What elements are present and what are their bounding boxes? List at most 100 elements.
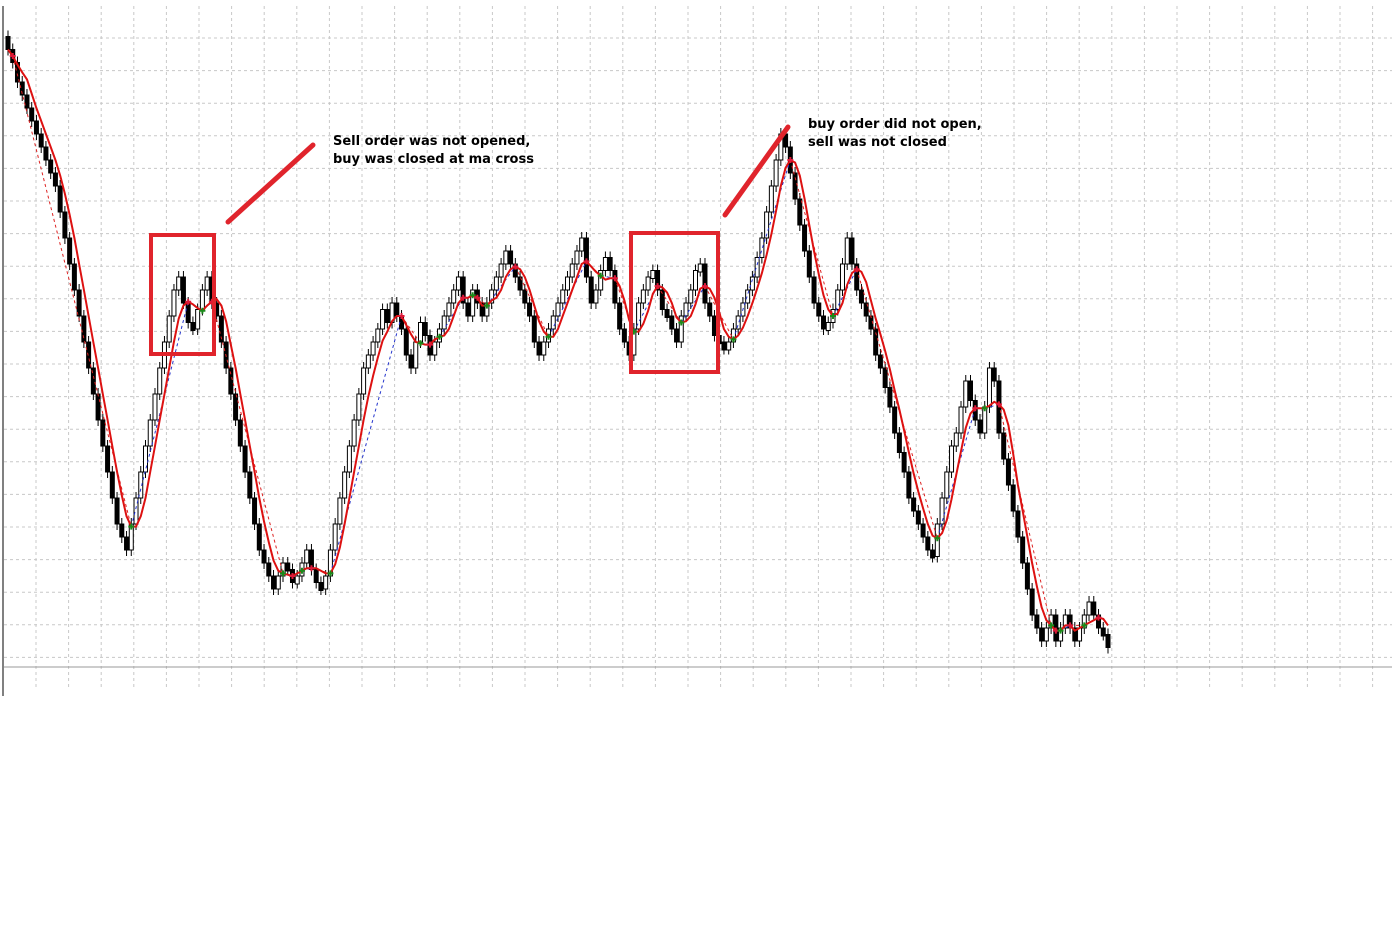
renko-bar-down	[896, 432, 902, 453]
renko-bar-down	[384, 309, 390, 323]
renko-bar-up	[204, 276, 210, 291]
renko-bar-up	[195, 309, 201, 330]
renko-bar-up	[555, 302, 561, 317]
trade-markers	[9, 53, 1102, 634]
trade-link	[439, 297, 464, 338]
buy-marker	[128, 523, 135, 530]
renko-bar-down	[242, 445, 248, 473]
renko-bar-up	[759, 237, 765, 258]
renko-bar-up	[569, 263, 575, 278]
renko-bar-up	[645, 276, 651, 291]
renko-bar-up	[337, 497, 343, 525]
trade-link	[657, 285, 682, 323]
renko-bar-up	[413, 341, 419, 369]
annotation-note-2: buy order did not open, sell was not clo…	[808, 116, 982, 152]
buy-marker	[327, 570, 334, 577]
renko-bar-down	[1039, 627, 1045, 642]
renko-bar-up	[650, 270, 656, 279]
renko-bar-up	[342, 471, 348, 499]
renko-bar-down	[617, 302, 623, 330]
renko-bar-down	[873, 328, 879, 356]
renko-bar-up	[754, 257, 760, 278]
sell-marker	[9, 53, 16, 59]
renko-bar-up	[166, 315, 172, 343]
renko-bar-down	[612, 270, 618, 304]
renko-bar-down	[86, 341, 92, 369]
renko-bar-down	[29, 107, 35, 122]
annotation-note-1-line1: Sell order was not opened,	[333, 134, 531, 149]
renko-bar-down	[816, 302, 822, 317]
renko-bar-down	[90, 367, 96, 395]
trade-link	[12, 55, 132, 527]
renko-bar-down	[403, 328, 409, 356]
renko-bar-up	[370, 341, 376, 356]
sell-marker	[512, 263, 519, 270]
renko-bar-down	[261, 549, 267, 564]
buy-marker	[417, 340, 424, 347]
renko-bar-down	[621, 328, 627, 343]
renko-bar-down	[1091, 601, 1097, 616]
renko-bar-down	[797, 198, 803, 226]
renko-bar-down	[517, 276, 523, 291]
renko-bar-down	[707, 302, 713, 317]
moving-average-line	[7, 48, 1109, 632]
renko-bar-up	[560, 289, 566, 304]
renko-bar-down	[588, 276, 594, 304]
renko-bar-up	[944, 471, 950, 499]
renko-bar-up	[579, 237, 585, 252]
renko-bar-down	[24, 94, 30, 109]
renko-bars	[5, 30, 1111, 654]
renko-bar-down	[522, 289, 528, 304]
renko-bar-up	[773, 159, 779, 187]
renko-bar-down	[901, 452, 907, 473]
buy-marker	[981, 405, 988, 412]
renko-bar-down	[659, 289, 665, 310]
renko-bar-up	[963, 380, 969, 408]
renko-bar-down	[1005, 458, 1011, 486]
renko-bar-up	[697, 263, 703, 273]
renko-bar-down	[479, 302, 485, 317]
renko-bar-up	[1077, 627, 1083, 642]
trade-link	[548, 261, 587, 338]
renko-bar-down	[811, 276, 817, 304]
renko-bar-down	[806, 250, 812, 278]
renko-bar-down	[256, 523, 262, 551]
renko-bar-up	[550, 315, 556, 330]
renko-bar-up	[949, 445, 955, 473]
renko-bar-down	[858, 289, 864, 304]
renko-bar-up	[446, 302, 452, 317]
renko-bar-up	[361, 367, 367, 395]
trade-link	[486, 266, 516, 306]
renko-bar-down	[887, 387, 893, 408]
sell-marker	[1095, 614, 1102, 621]
renko-bar-down	[882, 367, 888, 388]
renko-bar-up	[143, 445, 148, 473]
annotation-note-1: Sell order was not opened, buy was close…	[333, 133, 534, 169]
renko-bar-down	[968, 380, 973, 401]
renko-bar-down	[19, 81, 25, 96]
renko-bar-down	[1100, 627, 1106, 637]
renko-bar-up	[825, 322, 831, 331]
renko-bar-up	[346, 445, 352, 473]
renko-bar-down	[460, 276, 466, 304]
renko-bar-down	[1024, 562, 1030, 590]
sell-marker	[426, 341, 433, 348]
buy-marker	[545, 333, 552, 340]
renko-bar-up	[294, 575, 300, 585]
renko-bar-down	[655, 270, 661, 291]
renko-bar-down	[920, 523, 926, 538]
renko-bar-down	[607, 257, 613, 271]
buy-marker	[199, 307, 206, 314]
renko-bar-down	[802, 224, 808, 252]
sell-marker	[185, 298, 192, 305]
renko-bar-down	[674, 328, 680, 343]
renko-bar-down	[71, 263, 77, 291]
renko-bar-up	[598, 270, 604, 291]
trade-link	[130, 301, 189, 527]
renko-bar-up	[380, 309, 386, 330]
renko-bar-down	[465, 302, 471, 317]
renko-bar-up	[351, 419, 357, 447]
renko-bar-down	[911, 497, 917, 512]
renko-bar-down	[43, 146, 49, 161]
renko-bar-down	[114, 497, 120, 525]
